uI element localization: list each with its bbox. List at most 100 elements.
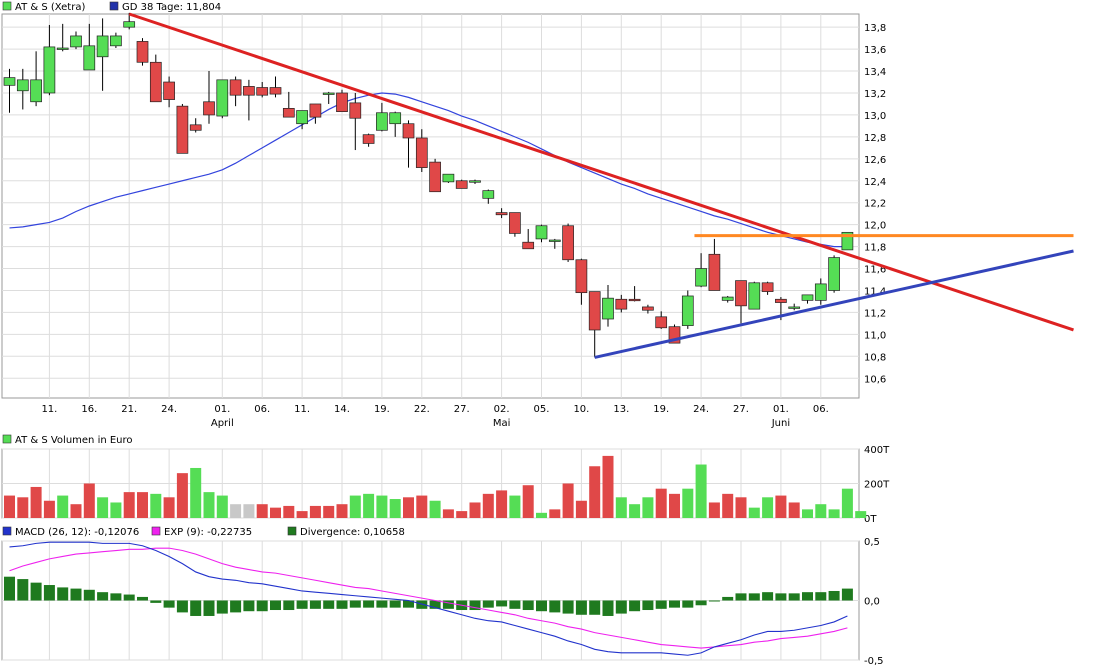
divergence-bar xyxy=(309,600,321,609)
volume-bar xyxy=(30,486,42,518)
candle-body xyxy=(243,86,255,96)
volume-bar xyxy=(43,500,55,518)
candle-body xyxy=(628,298,641,302)
divergence-bar xyxy=(376,600,388,608)
x-tick-label: 21. xyxy=(121,404,137,415)
divergence-bar xyxy=(815,592,827,601)
volume-bar xyxy=(442,509,454,518)
exp-legend-swatch xyxy=(151,526,161,536)
gd-legend-swatch xyxy=(109,1,119,11)
divergence-bar xyxy=(336,600,348,609)
candle-body xyxy=(43,46,56,94)
candle-body xyxy=(522,241,535,250)
candle-body xyxy=(841,231,854,251)
macd-line xyxy=(9,541,848,656)
candle-body xyxy=(282,108,295,118)
divergence-bar xyxy=(775,593,787,601)
volume-legend-label: AT & S Volumen in Euro xyxy=(15,435,133,446)
candle-body xyxy=(3,77,16,86)
y-tick-label: 12,0 xyxy=(864,221,886,232)
candle-body xyxy=(56,47,69,50)
y-tick-label: 12,8 xyxy=(864,133,886,144)
candle-body xyxy=(30,79,42,103)
y-tick-label: 13,0 xyxy=(864,111,886,122)
y-tick-label: 13,6 xyxy=(864,45,886,56)
month-label: Juni xyxy=(771,418,790,429)
candle-body xyxy=(189,124,202,131)
volume-bar xyxy=(815,504,827,518)
candle-body xyxy=(455,180,468,189)
x-tick-label: 24. xyxy=(161,404,177,415)
divergence-bar xyxy=(469,600,481,611)
y-tick-label: 0,5 xyxy=(864,537,880,548)
candle-body xyxy=(442,173,455,183)
month-label: Mai xyxy=(493,418,511,429)
volume-bar xyxy=(669,493,680,518)
price-legend-swatch xyxy=(2,1,12,11)
divergence-bar xyxy=(416,600,428,609)
volume-bar xyxy=(456,511,468,518)
divergence-bar xyxy=(828,590,840,601)
candle-series xyxy=(3,12,854,358)
divergence-bar xyxy=(841,588,853,601)
candle-body xyxy=(336,92,348,112)
y-tick-label: 12,2 xyxy=(864,199,886,210)
x-tick-label: 11. xyxy=(41,404,57,415)
price-panel: 10,6 10,8 11,0 11,2 11,4 11,6 11,8 12,0 12,2 12,4… xyxy=(1,12,1074,429)
candle-body xyxy=(389,112,402,125)
macd-legend-swatch xyxy=(2,526,12,536)
volume-bar xyxy=(389,499,401,518)
volume-bar xyxy=(110,502,122,518)
volume-bar xyxy=(788,502,800,518)
divergence-bar xyxy=(655,600,667,609)
divergence-bar xyxy=(615,600,627,614)
y-tick-label: 11,0 xyxy=(864,330,886,341)
x-tick-label: 19. xyxy=(653,404,669,415)
x-tick-label: 05. xyxy=(534,404,550,415)
candle-body xyxy=(775,298,787,303)
divergence-bar xyxy=(748,593,760,601)
volume-bar xyxy=(589,466,601,518)
volume-bar xyxy=(230,504,242,518)
volume-bar xyxy=(363,493,375,518)
divergence-bar xyxy=(788,593,800,601)
candle-body xyxy=(110,35,122,47)
candle-body xyxy=(16,79,29,92)
divergence-legend-swatch xyxy=(287,526,297,536)
divergence-bar xyxy=(562,600,574,614)
divergence-bar xyxy=(389,600,401,608)
divergence-bar xyxy=(349,600,361,608)
volume-bar xyxy=(216,495,228,518)
date-axis: 11. 16. 21. 24. 01. 06. 11. 14. 19. 22. 27. 02. 05. 1… xyxy=(41,404,828,429)
volume-bar xyxy=(708,502,720,518)
price-legend: AT & S (Xetra) GD 38 Tage: 11,804 xyxy=(2,1,221,13)
volume-bar xyxy=(536,512,547,518)
volume-bar xyxy=(575,500,587,518)
y-tick-label: 10,6 xyxy=(864,374,886,385)
candle-body xyxy=(216,79,229,117)
volume-bar xyxy=(522,485,534,518)
divergence-bar xyxy=(137,596,148,601)
candle-body xyxy=(642,306,654,311)
divergence-bar xyxy=(190,600,202,616)
volume-bar xyxy=(176,473,188,518)
x-tick-label: 19. xyxy=(374,404,390,415)
divergence-bar xyxy=(70,588,82,601)
volume-bar xyxy=(655,488,667,518)
divergence-bar xyxy=(695,600,707,606)
candle-body xyxy=(748,282,761,310)
volume-bar xyxy=(615,497,627,518)
divergence-bar xyxy=(549,600,561,613)
divergence-bar xyxy=(403,600,414,608)
candle-body xyxy=(136,41,149,63)
x-tick-label: 24. xyxy=(693,404,709,415)
divergence-bar xyxy=(536,600,547,612)
volume-bar xyxy=(57,495,69,518)
volume-bar xyxy=(762,497,774,518)
volume-bar xyxy=(748,507,760,518)
volume-bar xyxy=(549,509,561,518)
divergence-bar xyxy=(802,592,813,601)
x-tick-label: 10. xyxy=(573,404,589,415)
x-tick-label: 01. xyxy=(214,404,230,415)
candle-body xyxy=(123,21,136,28)
